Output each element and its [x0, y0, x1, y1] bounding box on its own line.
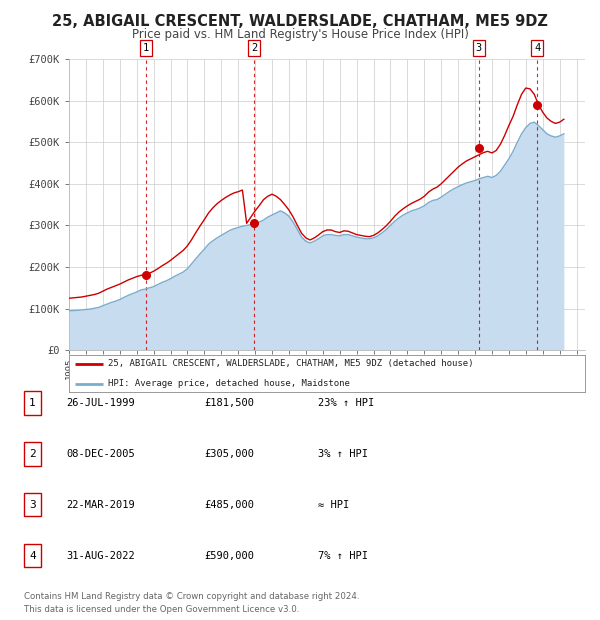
Text: 3: 3 [476, 43, 482, 53]
Text: £305,000: £305,000 [204, 449, 254, 459]
Text: £181,500: £181,500 [204, 398, 254, 408]
Text: 2: 2 [251, 43, 257, 53]
Text: 31-AUG-2022: 31-AUG-2022 [66, 551, 135, 560]
Text: £485,000: £485,000 [204, 500, 254, 510]
Text: 25, ABIGAIL CRESCENT, WALDERSLADE, CHATHAM, ME5 9DZ (detached house): 25, ABIGAIL CRESCENT, WALDERSLADE, CHATH… [108, 360, 473, 368]
Text: 7% ↑ HPI: 7% ↑ HPI [318, 551, 368, 560]
Text: 08-DEC-2005: 08-DEC-2005 [66, 449, 135, 459]
Text: 22-MAR-2019: 22-MAR-2019 [66, 500, 135, 510]
Text: Contains HM Land Registry data © Crown copyright and database right 2024.: Contains HM Land Registry data © Crown c… [24, 592, 359, 601]
Text: £590,000: £590,000 [204, 551, 254, 560]
Text: 3: 3 [29, 500, 36, 510]
Text: 4: 4 [534, 43, 540, 53]
Text: 3% ↑ HPI: 3% ↑ HPI [318, 449, 368, 459]
Text: 4: 4 [29, 551, 36, 560]
Text: 2: 2 [29, 449, 36, 459]
Text: 25, ABIGAIL CRESCENT, WALDERSLADE, CHATHAM, ME5 9DZ: 25, ABIGAIL CRESCENT, WALDERSLADE, CHATH… [52, 14, 548, 29]
Text: 1: 1 [143, 43, 149, 53]
Text: This data is licensed under the Open Government Licence v3.0.: This data is licensed under the Open Gov… [24, 604, 299, 614]
Text: ≈ HPI: ≈ HPI [318, 500, 349, 510]
Text: HPI: Average price, detached house, Maidstone: HPI: Average price, detached house, Maid… [108, 379, 350, 388]
Text: Price paid vs. HM Land Registry's House Price Index (HPI): Price paid vs. HM Land Registry's House … [131, 28, 469, 41]
Text: 1: 1 [29, 398, 36, 408]
Text: 23% ↑ HPI: 23% ↑ HPI [318, 398, 374, 408]
Text: 26-JUL-1999: 26-JUL-1999 [66, 398, 135, 408]
